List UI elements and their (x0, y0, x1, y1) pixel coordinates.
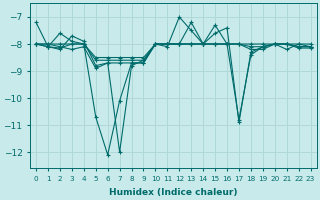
X-axis label: Humidex (Indice chaleur): Humidex (Indice chaleur) (109, 188, 237, 197)
